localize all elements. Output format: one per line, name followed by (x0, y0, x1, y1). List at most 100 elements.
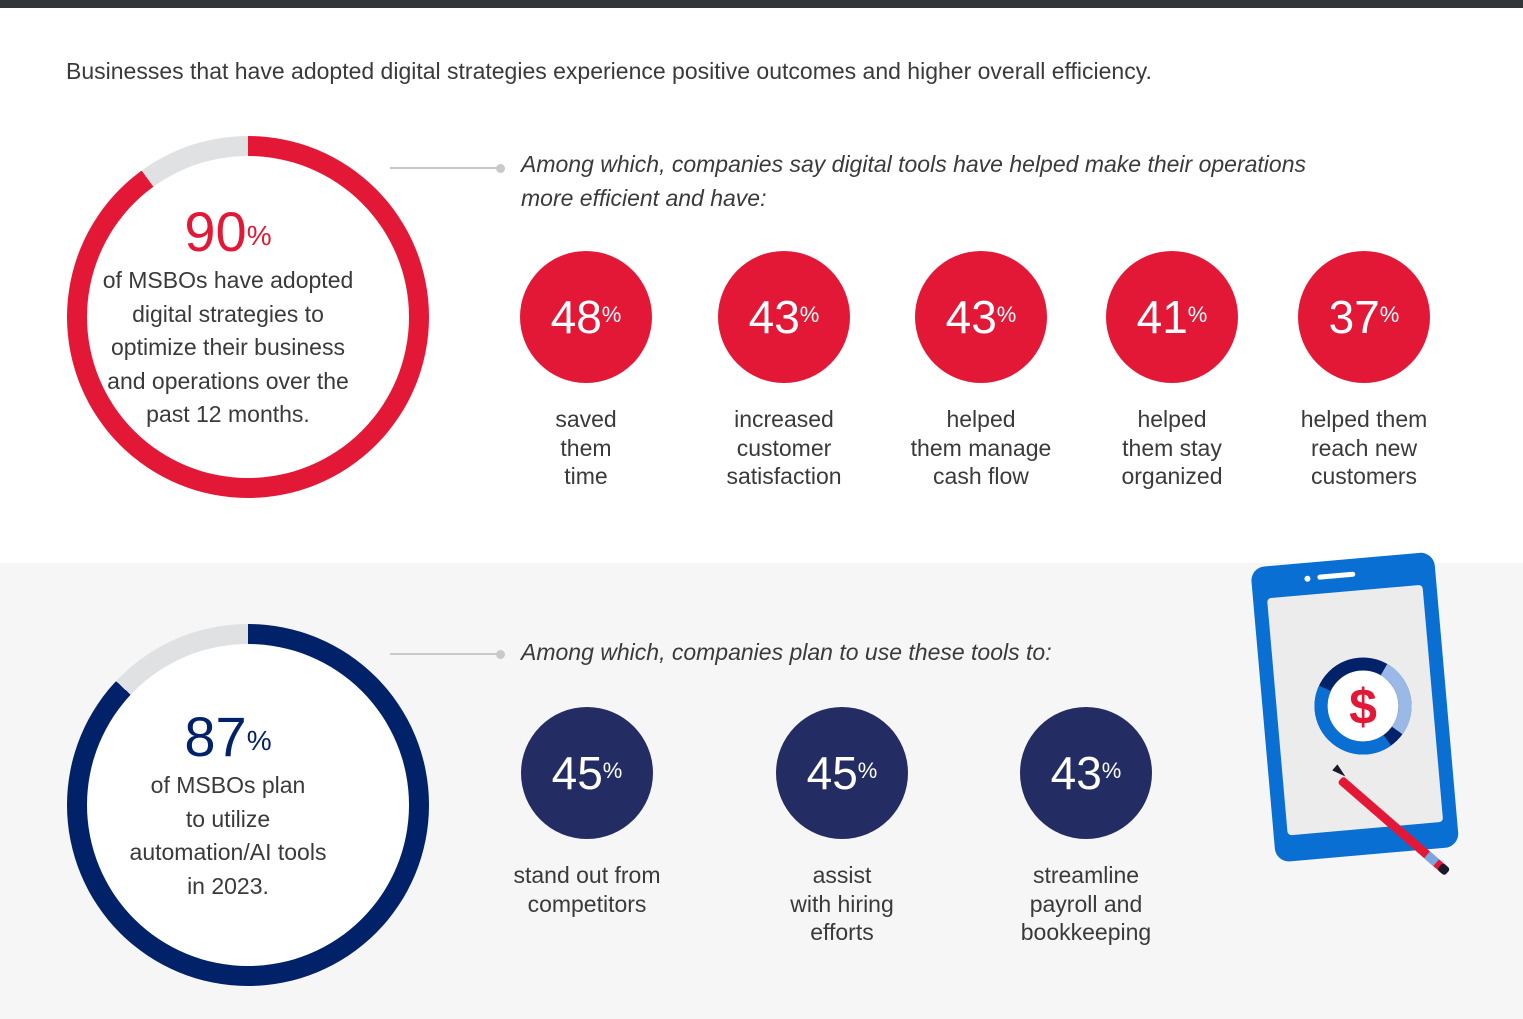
label-line: customer (736, 434, 832, 461)
stat-value: 45 (551, 747, 603, 799)
desc-line: to utilize (185, 805, 271, 832)
stat-circle: 43% (1020, 707, 1152, 839)
donut-light (1314, 657, 1412, 755)
desc-line: optimize their business (111, 334, 345, 361)
desc-line: in 2023. (187, 872, 269, 899)
dollar-chart-icon: $ (1314, 657, 1412, 755)
stat-hiring: 45% assist with hiring efforts (742, 707, 942, 947)
stat-value: 48 (550, 291, 602, 343)
section2-lead: Among which, companies plan to use these… (521, 635, 1052, 669)
dollar-sign: $ (1349, 679, 1377, 735)
desc-line: of MSBOs plan (150, 772, 306, 798)
label-line: bookkeeping (1020, 919, 1152, 945)
label-line: them (560, 434, 612, 461)
stat-unit: % (602, 758, 623, 783)
label-line: reach new (1310, 434, 1418, 461)
desc-line: of MSBOs have adopted (102, 267, 354, 294)
label-line: customers (1310, 463, 1418, 489)
stat-customer-satisfaction: 43% increased customer satisfaction (684, 251, 884, 491)
connector-line (390, 653, 498, 655)
connector-dot (496, 650, 505, 659)
label-line: helped (1137, 406, 1207, 432)
adoption-value: 90 (184, 200, 247, 264)
label-line: saved (555, 406, 617, 432)
label-line: them stay (1122, 434, 1222, 461)
stat-unit: % (1101, 758, 1122, 783)
label-line: competitors (527, 890, 647, 917)
automation-percent: 87% (184, 707, 271, 767)
desc-line: digital strategies to (132, 300, 324, 327)
label-line: organized (1121, 463, 1223, 489)
stat-value: 37 (1328, 291, 1380, 343)
donut-center (1328, 671, 1398, 741)
stat-value: 43 (748, 291, 800, 343)
stat-label: helped them manage cash flow (911, 405, 1052, 491)
label-line: them manage (910, 434, 1052, 461)
stat-unit: % (1379, 302, 1400, 327)
label-line: streamline (1032, 862, 1140, 888)
stat-circle: 43% (718, 251, 850, 383)
stat-circle: 45% (521, 707, 653, 839)
stat-organized: 41% helped them stay organized (1072, 251, 1272, 491)
stat-label: stand out from competitors (513, 861, 660, 918)
stat-unit: % (857, 758, 878, 783)
lead-line: Among which, companies say digital tools… (521, 151, 1306, 177)
stat-label: assist with hiring efforts (790, 861, 894, 947)
stat-circle: 43% (915, 251, 1047, 383)
stat-value: 45 (806, 747, 858, 799)
intro-text: Businesses that have adopted digital str… (66, 58, 1152, 84)
automation-description: of MSBOs plan to utilize automation/AI t… (130, 769, 327, 903)
phone-illustration: $ (1251, 552, 1459, 875)
section1-lead: Among which, companies say digital tools… (521, 147, 1306, 215)
label-line: helped them (1300, 406, 1428, 432)
stat-circle: 37% (1298, 251, 1430, 383)
stat-new-customers: 37% helped them reach new customers (1264, 251, 1464, 491)
stat-payroll: 43% streamline payroll and bookkeeping (986, 707, 1186, 947)
stat-circle: 41% (1106, 251, 1238, 383)
desc-line: past 12 months. (146, 401, 310, 428)
stat-value: 43 (1050, 747, 1102, 799)
stat-unit: % (996, 302, 1017, 327)
desc-line: and operations over the (107, 367, 349, 394)
stat-cash-flow: 43% helped them manage cash flow (881, 251, 1081, 491)
label-line: efforts (810, 919, 874, 945)
label-line: payroll and (1029, 890, 1143, 917)
stat-label: streamline payroll and bookkeeping (1021, 861, 1151, 947)
stat-value: 43 (945, 291, 997, 343)
automation-unit: % (246, 725, 272, 756)
stat-circle: 48% (520, 251, 652, 383)
adoption-ring (67, 136, 429, 498)
label-line: cash flow (933, 463, 1029, 489)
label-line: with hiring (790, 890, 894, 917)
stat-saved-time: 48% saved them time (486, 251, 686, 491)
adoption-percent: 90% (184, 202, 271, 262)
stat-unit: % (799, 302, 820, 327)
stat-circle: 45% (776, 707, 908, 839)
lead-line: more efficient and have: (521, 185, 767, 211)
label-line: increased (734, 406, 834, 432)
desc-line: automation/AI tools (129, 839, 327, 865)
stat-label: helped them stay organized (1121, 405, 1222, 491)
adoption-unit: % (246, 220, 272, 252)
automation-stat: 87% of MSBOs plan to utilize automation/… (67, 624, 389, 986)
automation-value: 87 (184, 705, 247, 768)
automation-ring (67, 624, 429, 986)
stat-unit: % (601, 302, 622, 327)
label-line: time (564, 463, 608, 489)
stat-label: saved them time (555, 405, 616, 491)
phone-speaker-icon (1317, 571, 1356, 580)
stat-label: increased customer satisfaction (726, 405, 841, 491)
phone-camera-icon (1304, 575, 1311, 582)
adoption-stat: 90% of MSBOs have adopted digital strate… (67, 136, 389, 498)
label-line: stand out from (513, 862, 661, 888)
connector-line (390, 167, 498, 169)
adoption-description: of MSBOs have adopted digital strategies… (103, 264, 354, 432)
ring-inner (87, 644, 409, 966)
label-line: helped (946, 406, 1016, 432)
top-bar (0, 0, 1523, 8)
stat-value: 41 (1136, 291, 1188, 343)
stat-label: helped them reach new customers (1301, 405, 1428, 491)
stat-unit: % (1187, 302, 1208, 327)
lead-line: Among which, companies plan to use these… (521, 639, 1052, 665)
ring-inner (87, 156, 409, 478)
